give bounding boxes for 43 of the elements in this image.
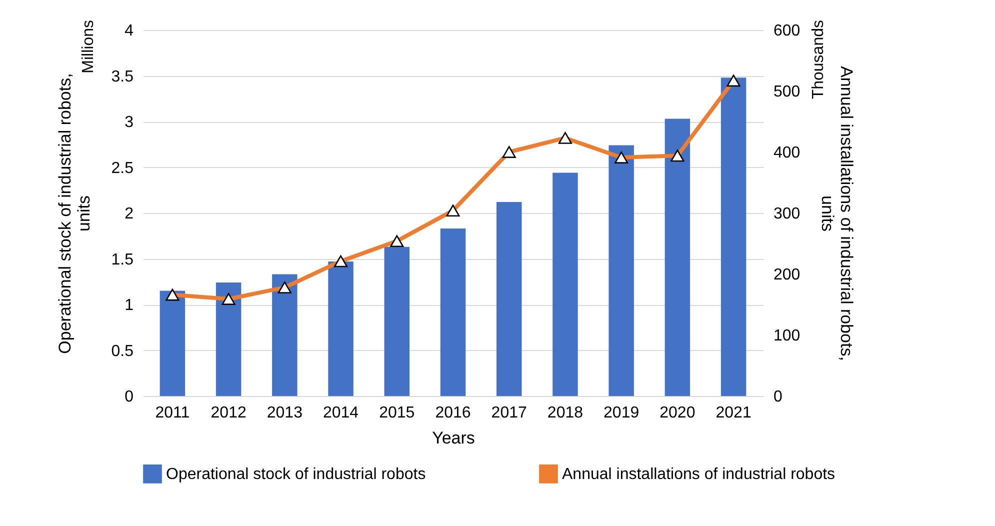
y-tick-label: 1.5 — [111, 251, 134, 268]
x-axis-title: Years — [432, 428, 475, 448]
y2-tick-label: 200 — [774, 266, 800, 284]
x-tick-label: 2016 — [435, 404, 471, 422]
y-tick-label: 0 — [124, 388, 134, 406]
x-tick-label: 2021 — [716, 404, 752, 422]
x-tick-label: 2018 — [547, 404, 584, 422]
legend-label: Operational stock of industrial robots — [166, 466, 426, 483]
y2-tick-label: 300 — [774, 206, 800, 222]
bar — [664, 118, 690, 396]
y-tick-label: 1 — [124, 297, 134, 314]
y-tick-label: 3.5 — [111, 68, 134, 86]
legend-label: Annual installations of industrial robots — [562, 466, 836, 483]
y-tick-label: 3 — [124, 114, 134, 131]
x-tick-label: 2014 — [322, 404, 359, 422]
bar — [720, 78, 746, 396]
x-tick-label: 2013 — [266, 404, 303, 422]
x-tick-label: 2019 — [604, 404, 640, 422]
y-tick-label: 2 — [124, 206, 134, 222]
y2-tick-label: 0 — [774, 388, 782, 406]
y2-tick-label: 600 — [774, 22, 800, 40]
bar — [272, 274, 298, 396]
y-tick-label: 4 — [124, 22, 134, 40]
bar — [384, 246, 410, 396]
y2-tick-label: 500 — [774, 84, 800, 100]
y-tick-label: 0.5 — [111, 342, 134, 360]
text: Millions — [80, 20, 97, 74]
x-tick-label: 2017 — [491, 404, 528, 422]
bar — [608, 145, 634, 396]
y2-tick-label: 400 — [774, 144, 800, 162]
bar — [552, 172, 578, 396]
x-tick-label: 2020 — [660, 404, 696, 422]
y-axis-title: Operational stock of industrial robots, units — [55, 73, 94, 354]
y2-tick-label: 100 — [774, 328, 800, 344]
bar — [160, 290, 186, 396]
x-tick-label: 2011 — [155, 404, 190, 422]
x-tick-label: 2015 — [379, 404, 415, 422]
bar — [216, 282, 242, 396]
bar — [328, 261, 354, 396]
bar — [496, 202, 522, 396]
x-tick-label: 2012 — [210, 404, 246, 422]
bar — [440, 228, 466, 396]
y-tick-label: 2.5 — [111, 160, 134, 177]
